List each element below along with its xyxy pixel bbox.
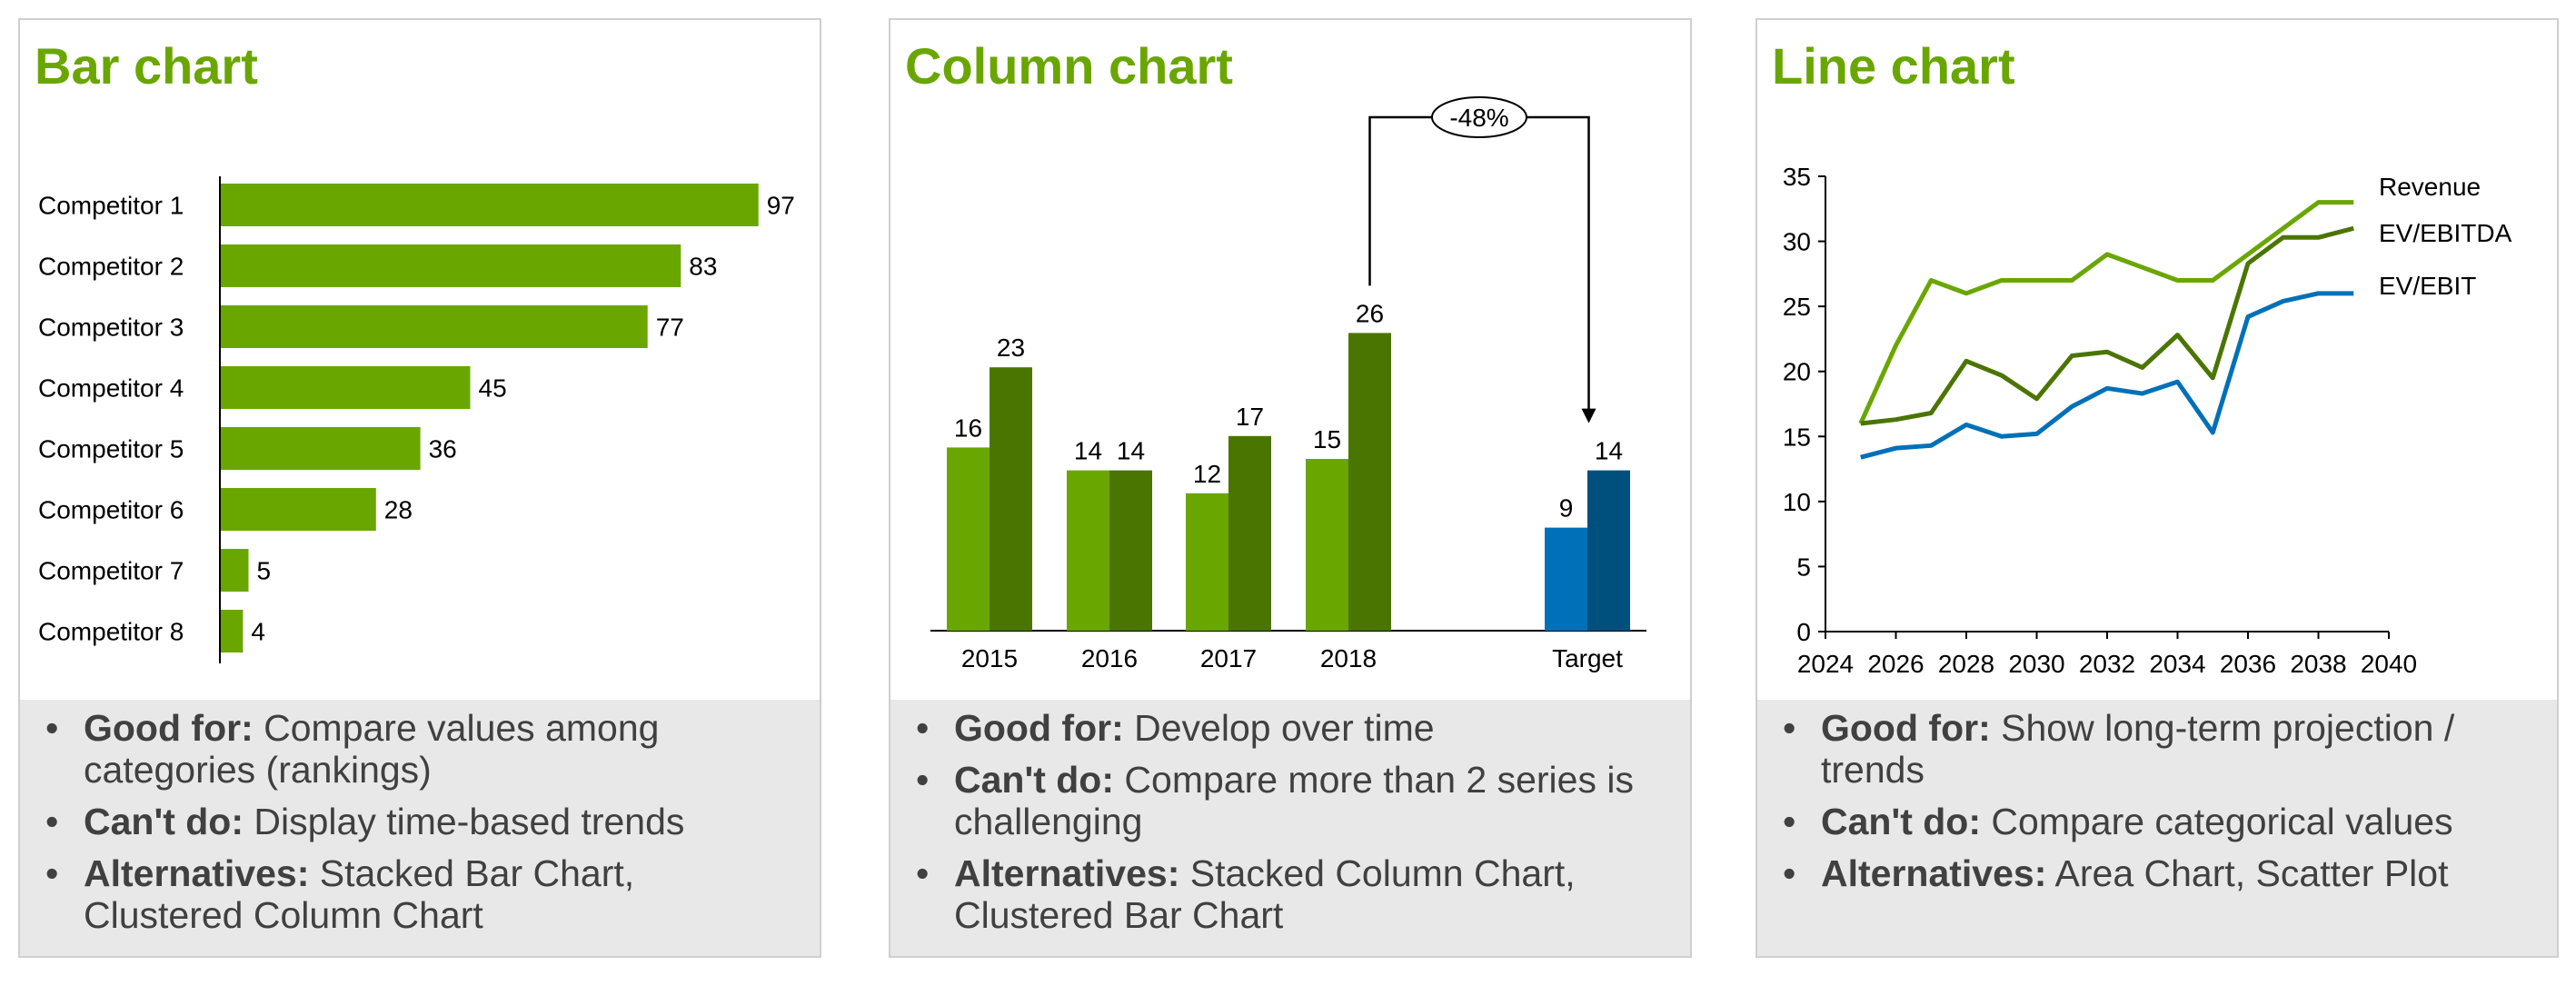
x-tick-label: 2024 — [1797, 650, 1854, 678]
x-tick-label: 2040 — [2361, 650, 2417, 678]
data-label: 36 — [429, 435, 457, 463]
panel-title: Column chart — [905, 37, 1233, 95]
legend-label: EV/EBIT — [2379, 272, 2476, 300]
line-chart-panel: Line chart 0 5 10 15 20 25 30 35 2024 2026 2028 203… — [1755, 18, 2559, 958]
y-tick-label: 35 — [1783, 163, 1811, 191]
line-chart-notes: Good for: Show long-term projection / tr… — [1757, 700, 2557, 956]
category-label: Competitor 2 — [38, 253, 184, 281]
column-bar — [1109, 470, 1152, 631]
data-label: 14 — [1595, 437, 1623, 465]
category-label: Competitor 1 — [38, 192, 184, 220]
column-bar — [1348, 333, 1391, 631]
category-label: 2015 — [961, 644, 1018, 672]
series-line — [1858, 200, 2354, 424]
note-cant-do: Can't do: Compare categorical values — [1775, 801, 2539, 842]
category-label: 2016 — [1081, 644, 1138, 672]
series-line — [1860, 291, 2354, 460]
panel-title: Bar chart — [35, 37, 258, 95]
data-label: 23 — [997, 334, 1025, 362]
bar — [221, 549, 249, 592]
x-tick-label: 2034 — [2149, 650, 2205, 678]
data-label: 45 — [479, 374, 507, 403]
data-label: 12 — [1193, 460, 1221, 488]
data-label: 16 — [954, 413, 982, 442]
y-tick-label: 5 — [1796, 553, 1811, 581]
bar — [221, 184, 759, 226]
category-label: 2017 — [1200, 644, 1257, 672]
note-cant-do: Can't do: Display time-based trends — [38, 801, 801, 842]
data-label: 97 — [767, 192, 795, 220]
data-label: 4 — [251, 618, 265, 646]
category-label: Competitor 4 — [38, 374, 184, 403]
bar — [221, 488, 376, 531]
data-label: 14 — [1117, 437, 1145, 465]
x-tick-label: 2038 — [2290, 650, 2346, 678]
column-bar — [1228, 435, 1271, 631]
data-label: 17 — [1236, 403, 1264, 431]
column-bar — [1186, 493, 1228, 631]
data-label: 5 — [257, 557, 272, 585]
bar — [221, 427, 421, 470]
category-label: 2018 — [1320, 644, 1377, 672]
column-bar — [947, 447, 990, 631]
bar-chart-notes: Good for: Compare values among categorie… — [20, 700, 820, 956]
data-label: 28 — [384, 496, 413, 524]
panel-title: Line chart — [1772, 37, 2015, 95]
bar-chart: Competitor 1 97 Competitor 2 83 Competitor 3… — [38, 176, 795, 663]
column-chart-notes: Good for: Develop over time Can't do: Co… — [890, 700, 1690, 956]
annotation-arrowhead — [1581, 408, 1596, 423]
x-tick-label: 2036 — [2220, 650, 2276, 678]
data-label: 9 — [1559, 494, 1574, 523]
series-line — [1860, 225, 2354, 426]
annotation-connector — [1368, 115, 1590, 411]
x-tick-label: 2028 — [1938, 650, 1994, 678]
note-good-for: Good for: Show long-term projection / tr… — [1775, 707, 2539, 791]
note-cant-do: Can't do: Compare more than 2 series is … — [909, 759, 1672, 842]
bar — [221, 244, 681, 287]
bar — [221, 305, 648, 348]
category-label: Competitor 5 — [38, 435, 184, 463]
y-tick-label: 10 — [1783, 488, 1811, 516]
bar — [221, 366, 471, 409]
note-alternatives: Alternatives: Area Chart, Scatter Plot — [1775, 852, 2539, 894]
line-chart: 0 5 10 15 20 25 30 35 2024 2026 2028 2030 2032 2034 20… — [1783, 163, 2512, 678]
data-label: 83 — [689, 253, 717, 281]
column-bar — [1587, 470, 1630, 631]
note-alternatives: Alternatives: Stacked Column Chart, Clus… — [909, 852, 1672, 936]
category-label: Competitor 6 — [38, 496, 184, 524]
data-label: 15 — [1313, 425, 1341, 453]
y-tick-label: 25 — [1783, 293, 1811, 321]
x-tick-label: 2030 — [2008, 650, 2064, 678]
annotation-label: -48% — [1449, 104, 1508, 132]
x-tick-label: 2032 — [2079, 650, 2135, 678]
column-bar — [1545, 527, 1587, 631]
category-label: Competitor 7 — [38, 557, 184, 585]
data-label: 77 — [656, 314, 684, 342]
y-tick-label: 20 — [1783, 358, 1811, 386]
y-tick-label: 15 — [1783, 423, 1811, 451]
legend-label: Revenue — [2379, 173, 2481, 201]
column-bar — [1306, 459, 1348, 631]
note-good-for: Good for: Compare values among categorie… — [38, 707, 801, 791]
annotation-bubble — [1431, 96, 1527, 138]
legend-label: EV/EBITDA — [2379, 219, 2512, 247]
category-label: Competitor 8 — [38, 618, 184, 646]
column-bar — [990, 367, 1032, 631]
column-chart: 16 23 2015 14 14 2016 12 17 2017 15 26 2018 9 14 Targe… — [930, 96, 1646, 672]
category-label: Target — [1552, 644, 1623, 672]
note-good-for: Good for: Develop over time — [909, 707, 1672, 749]
data-label: 14 — [1074, 437, 1102, 465]
note-alternatives: Alternatives: Stacked Bar Chart, Cluster… — [38, 852, 801, 936]
bar — [221, 610, 244, 652]
column-chart-panel: Column chart 16 23 2015 14 14 2016 12 17 2017 15 2… — [889, 18, 1692, 958]
y-tick-label: 0 — [1796, 618, 1811, 646]
column-bar — [1067, 470, 1109, 631]
bar-chart-panel: Bar chart Competitor 1 97 Competitor 2 83 Co… — [18, 18, 821, 958]
category-label: Competitor 3 — [38, 314, 184, 342]
data-label: 26 — [1356, 299, 1384, 327]
y-tick-label: 30 — [1783, 228, 1811, 256]
x-tick-label: 2026 — [1867, 650, 1924, 678]
